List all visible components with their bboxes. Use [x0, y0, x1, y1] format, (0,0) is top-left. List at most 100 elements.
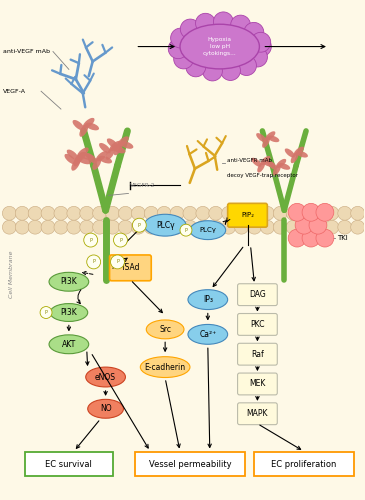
Ellipse shape: [144, 214, 186, 236]
Ellipse shape: [140, 356, 190, 378]
Circle shape: [93, 206, 107, 220]
Circle shape: [186, 57, 206, 77]
Circle shape: [183, 206, 197, 220]
Text: P: P: [89, 238, 92, 242]
Text: DAG: DAG: [249, 290, 266, 299]
Text: Vessel permeability: Vessel permeability: [149, 460, 231, 469]
Text: P: P: [138, 222, 141, 228]
Text: PI3K: PI3K: [61, 308, 77, 317]
Circle shape: [273, 220, 287, 234]
Ellipse shape: [73, 154, 82, 166]
Ellipse shape: [85, 153, 97, 164]
Circle shape: [40, 306, 52, 318]
Circle shape: [302, 204, 320, 221]
Ellipse shape: [86, 367, 126, 387]
Text: P: P: [92, 260, 95, 264]
Ellipse shape: [117, 136, 129, 146]
Circle shape: [260, 220, 274, 234]
Circle shape: [231, 15, 250, 35]
Circle shape: [251, 32, 271, 52]
Circle shape: [67, 220, 81, 234]
Circle shape: [251, 36, 271, 56]
Text: PKC: PKC: [250, 320, 265, 329]
Ellipse shape: [273, 164, 281, 175]
Circle shape: [144, 220, 158, 234]
Ellipse shape: [92, 157, 101, 170]
Text: E-cadherin: E-cadherin: [145, 362, 186, 372]
Circle shape: [80, 206, 94, 220]
Circle shape: [312, 220, 326, 234]
Circle shape: [180, 224, 192, 236]
Ellipse shape: [71, 158, 80, 170]
Circle shape: [119, 220, 132, 234]
Ellipse shape: [188, 290, 228, 310]
Circle shape: [170, 220, 184, 234]
Circle shape: [220, 60, 241, 80]
Circle shape: [3, 206, 16, 220]
Ellipse shape: [251, 158, 262, 167]
Circle shape: [214, 12, 233, 32]
Circle shape: [209, 206, 223, 220]
Ellipse shape: [146, 320, 184, 339]
Circle shape: [338, 206, 352, 220]
Text: anti-VEGF mAb: anti-VEGF mAb: [3, 49, 50, 54]
Text: PiP₂: PiP₂: [241, 212, 254, 218]
Text: PLCγ: PLCγ: [199, 227, 216, 233]
Circle shape: [235, 206, 249, 220]
Circle shape: [131, 206, 145, 220]
Text: P: P: [45, 310, 47, 315]
Ellipse shape: [79, 124, 88, 137]
Circle shape: [180, 19, 200, 39]
Text: Ca²⁺: Ca²⁺: [199, 330, 216, 339]
Ellipse shape: [49, 335, 89, 353]
Text: decoy VEGF-trap receptor: decoy VEGF-trap receptor: [227, 173, 298, 178]
Text: TKI: TKI: [337, 235, 347, 241]
Ellipse shape: [188, 324, 228, 344]
Circle shape: [288, 229, 306, 247]
Circle shape: [222, 220, 235, 234]
Circle shape: [288, 204, 306, 221]
Circle shape: [260, 206, 274, 220]
Text: VEGF-A: VEGF-A: [3, 88, 26, 94]
Circle shape: [170, 206, 184, 220]
Circle shape: [247, 206, 261, 220]
Text: Src: Src: [159, 325, 171, 334]
Text: anti-VEGFR mAb: anti-VEGFR mAb: [227, 158, 272, 163]
Circle shape: [111, 255, 124, 269]
Text: P: P: [119, 238, 122, 242]
FancyBboxPatch shape: [238, 373, 277, 395]
Circle shape: [196, 220, 210, 234]
Circle shape: [286, 206, 300, 220]
Circle shape: [3, 220, 16, 234]
Circle shape: [351, 220, 365, 234]
Circle shape: [183, 220, 197, 234]
Ellipse shape: [120, 141, 133, 149]
Ellipse shape: [256, 133, 266, 142]
Circle shape: [84, 233, 98, 247]
Ellipse shape: [190, 220, 226, 240]
Circle shape: [299, 220, 313, 234]
Ellipse shape: [73, 120, 84, 130]
Circle shape: [132, 218, 146, 232]
Circle shape: [351, 206, 365, 220]
Text: MAPK: MAPK: [247, 409, 268, 418]
Text: Raf: Raf: [251, 350, 264, 358]
Circle shape: [302, 229, 320, 247]
Ellipse shape: [83, 118, 95, 128]
Ellipse shape: [267, 160, 277, 170]
Circle shape: [203, 61, 222, 81]
Circle shape: [105, 206, 119, 220]
FancyBboxPatch shape: [135, 452, 245, 476]
Ellipse shape: [88, 400, 123, 418]
Ellipse shape: [294, 146, 304, 156]
Ellipse shape: [77, 148, 89, 158]
Text: Hypoxia
low pH
cytokings...: Hypoxia low pH cytokings...: [203, 37, 237, 56]
Circle shape: [80, 220, 94, 234]
Circle shape: [286, 220, 300, 234]
Circle shape: [237, 56, 257, 76]
Text: NO: NO: [100, 404, 111, 413]
Circle shape: [295, 216, 313, 234]
Circle shape: [316, 204, 334, 221]
Ellipse shape: [180, 24, 260, 69]
Ellipse shape: [262, 160, 274, 167]
